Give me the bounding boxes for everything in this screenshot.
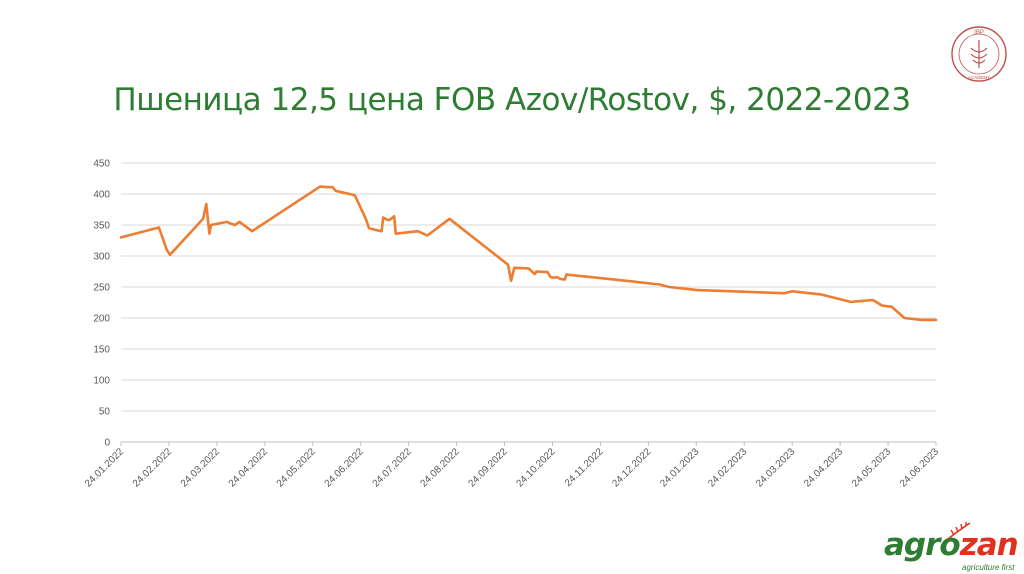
series-line-price: [119, 185, 938, 322]
zan-text: zan: [959, 527, 1019, 563]
y-tick-label: 400: [93, 190, 110, 201]
y-tick-label: 450: [93, 159, 110, 170]
y-tick-label: 300: [93, 252, 110, 263]
y-tick-label: 50: [99, 407, 111, 418]
y-tick-label: 0: [104, 438, 110, 449]
x-tick-label: 24.04.2023: [802, 446, 845, 489]
x-tick-label: 24.02.2023: [706, 446, 749, 489]
wheat-icon: [947, 522, 971, 540]
series-layer: [119, 185, 938, 322]
x-tick-label: 24.05.2022: [275, 446, 318, 489]
y-tick-label: 150: [93, 345, 110, 356]
x-tick-label: 24.06.2022: [323, 446, 366, 489]
ibp-logo-subtext: ACADEMY: [968, 75, 990, 80]
x-tick-label: 24.12.2022: [610, 446, 653, 489]
x-tick-label: 24.05.2023: [850, 446, 893, 489]
grid-lines: [121, 162, 936, 443]
x-tick-label: 24.11.2022: [563, 446, 606, 489]
x-tick-label: 24.04.2022: [227, 446, 270, 489]
x-tick-label: 24.01.2023: [658, 446, 701, 489]
x-tick-label: 24.06.2023: [898, 446, 941, 489]
y-tick-label: 100: [93, 376, 110, 387]
y-axis-ticks: 0 50 100 150 200 250 300 350 400 450: [93, 159, 110, 449]
x-tick-label: 24.10.2022: [514, 446, 557, 489]
y-tick-label: 200: [93, 314, 110, 325]
agrozan-wordmark: agrozan: [884, 527, 1019, 563]
x-tick-label: 24.09.2022: [466, 446, 509, 489]
ibp-academy-logo-icon: IBP ACADEMY: [951, 26, 1007, 82]
ibp-logo-text: IBP: [974, 30, 984, 36]
x-tick-label: 24.03.2022: [179, 446, 222, 489]
x-axis-ticks: 24.01.2022 24.02.2022 24.03.2022 24.04.2022…: [83, 442, 941, 490]
x-tick-label: 24.08.2022: [419, 446, 462, 489]
x-tick-label: 24.02.2022: [131, 446, 174, 489]
y-tick-label: 350: [93, 221, 110, 232]
agrozan-tagline: agriculture first: [962, 563, 1015, 572]
y-tick-label: 250: [93, 283, 110, 294]
x-tick-label: 24.01.2022: [83, 446, 126, 489]
agrozan-logo: agrozan agriculture first: [884, 522, 1024, 574]
chart-title: Пшеница 12,5 цена FOB Azov/Rostov, $, 20…: [113, 82, 911, 118]
x-tick-label: 24.03.2023: [754, 446, 797, 489]
agro-text: agro: [884, 527, 961, 563]
x-tick-label: 24.07.2022: [371, 446, 414, 489]
